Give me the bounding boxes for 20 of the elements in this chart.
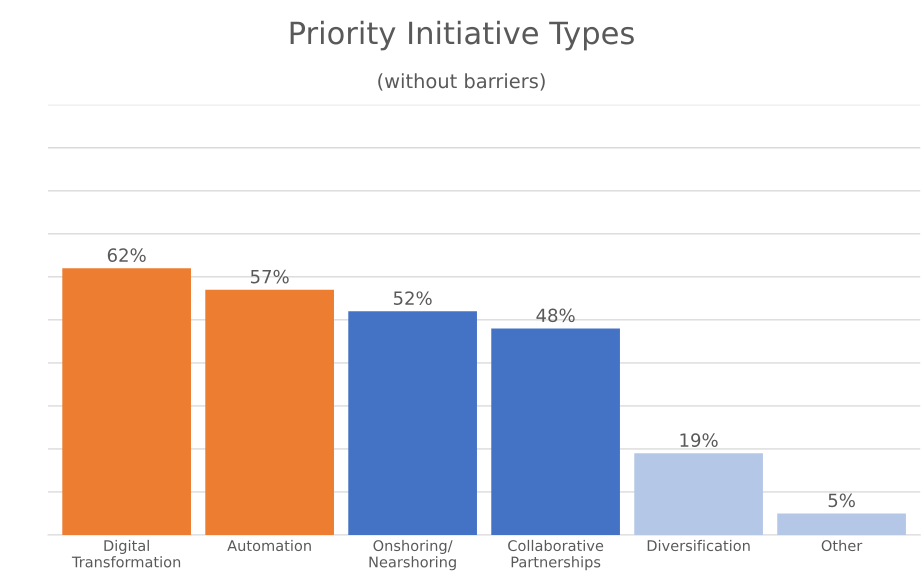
bar bbox=[634, 453, 763, 535]
chart-title: Priority Initiative Types bbox=[290, 20, 634, 50]
chart-subtitle: (without barriers) bbox=[378, 73, 545, 91]
x-tick-label: Other bbox=[822, 540, 862, 552]
bar bbox=[348, 311, 477, 535]
x-tick-label: Digital Transformation bbox=[72, 540, 180, 568]
bar bbox=[62, 268, 191, 535]
data-label: 57% bbox=[250, 270, 289, 284]
x-tick-label: Automation bbox=[227, 540, 311, 552]
data-label: 52% bbox=[394, 291, 432, 305]
x-tick-label: Collaborative Partnerships bbox=[508, 540, 604, 570]
bar bbox=[777, 513, 906, 535]
bar bbox=[491, 328, 620, 535]
data-label: 19% bbox=[680, 433, 718, 447]
bar bbox=[205, 290, 334, 535]
x-tick-label: Diversification bbox=[648, 540, 750, 552]
data-label: 5% bbox=[828, 494, 855, 508]
x-tick-label: Onshoring/ Nearshoring bbox=[369, 540, 456, 570]
data-label: 48% bbox=[536, 308, 575, 322]
data-label: 62% bbox=[108, 248, 146, 262]
